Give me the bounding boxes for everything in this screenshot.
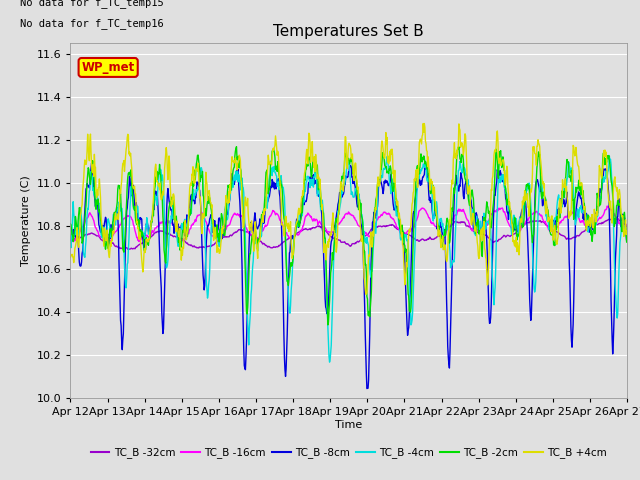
Line: TC_B +4cm: TC_B +4cm <box>70 123 627 294</box>
Line: TC_B -32cm: TC_B -32cm <box>70 219 627 249</box>
Text: WP_met: WP_met <box>81 61 135 74</box>
Line: TC_B -2cm: TC_B -2cm <box>70 147 627 325</box>
Text: No data for f_TC_temp15: No data for f_TC_temp15 <box>20 0 164 8</box>
Line: TC_B -16cm: TC_B -16cm <box>70 206 627 242</box>
X-axis label: Time: Time <box>335 420 362 430</box>
Line: TC_B -4cm: TC_B -4cm <box>70 156 627 362</box>
Line: TC_B -8cm: TC_B -8cm <box>70 163 627 389</box>
Title: Temperatures Set B: Temperatures Set B <box>273 24 424 39</box>
Y-axis label: Temperature (C): Temperature (C) <box>21 175 31 266</box>
Text: No data for f_TC_temp16: No data for f_TC_temp16 <box>20 18 164 29</box>
Legend: TC_B -32cm, TC_B -16cm, TC_B -8cm, TC_B -4cm, TC_B -2cm, TC_B +4cm: TC_B -32cm, TC_B -16cm, TC_B -8cm, TC_B … <box>86 443 611 462</box>
